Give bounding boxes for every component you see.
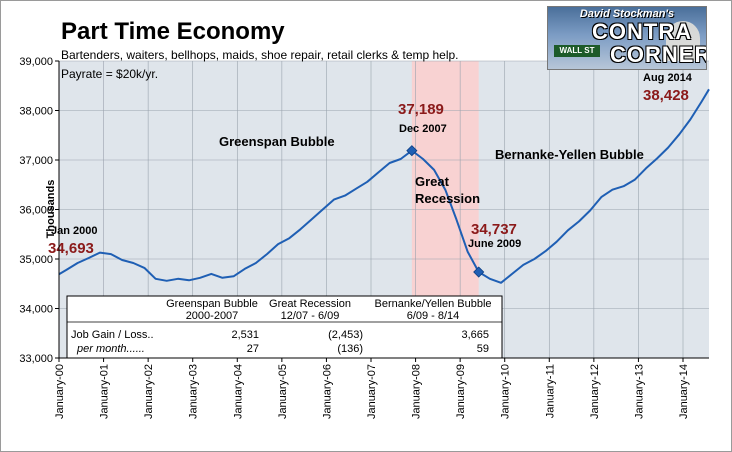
table-row2-col2: (136) [337,343,363,355]
marker-layer [406,145,485,278]
x-tick-label: January-10 [500,364,512,419]
x-tick-label: January-12 [589,364,601,419]
x-tick-label: January-05 [277,364,289,419]
x-tick-label: January-00 [54,364,66,419]
x-tick-label: January-09 [455,364,467,419]
y-tick-label: 39,000 [19,56,53,68]
annotation-peak-value: 37,189 [398,101,444,118]
annotation-start-date: Jan 2000 [51,225,97,237]
y-tick-layer: 33,000 34,000 35,000 36,000 37,000 38,000 39,0… [19,56,59,365]
table-row2-col1: 27 [247,343,259,355]
table-row1-col2: (2,453) [328,329,363,341]
annotation-peak-date: Dec 2007 [399,123,447,135]
table-col2-header-2: 12/07 - 6/09 [281,310,340,322]
table-col1-header-1: Greenspan Bubble [166,298,258,310]
annotation-start-value: 34,693 [48,240,94,257]
table-col3-header-1: Bernanke/Yellen Bubble [374,298,491,310]
wall-street-sign: WALL ST [554,45,600,57]
chart-title: Part Time Economy [61,18,285,45]
series-line-layer [58,88,710,284]
annotation-greenspan: Greenspan Bubble [219,134,335,149]
chart-subtitle-line-1: Bartenders, waiters, bellhops, maids, sh… [61,48,459,62]
x-tick-label: January-04 [232,364,244,419]
series-line [58,88,710,284]
summary-table: Greenspan Bubble 2000-2007 Great Recessi… [66,295,503,359]
logo-word-2: CORNER [610,42,707,67]
x-tick-label: January-13 [633,364,645,419]
table-col1-header-2: 2000-2007 [186,310,239,322]
table-col2-header-1: Great Recession [269,298,351,310]
x-tick-label: January-01 [99,364,111,419]
logo-top-text: David Stockman's [579,8,675,20]
chart-subtitle-line-2: Payrate = $20k/yr. [61,67,158,81]
table-row1-col3: 3,665 [461,329,489,341]
table-col3-header-2: 6/09 - 8/14 [407,310,460,322]
annotation-recession-1: Great [415,174,450,189]
x-tick-label: January-02 [143,364,155,419]
y-tick-label: 37,000 [19,155,53,167]
x-tick-label: January-06 [321,364,333,419]
logo-word-1: CONTRA [592,19,693,44]
y-tick-label: 33,000 [19,353,53,365]
x-tick-label: January-11 [544,364,556,418]
y-tick-label: 38,000 [19,106,53,118]
annotation-trough-value: 34,737 [471,221,517,238]
x-tick-layer: January-00 January-01 January-02 January-03… [54,358,690,419]
data-point-marker [473,266,485,278]
table-row2-col3: 59 [477,343,489,355]
y-tick-label: 35,000 [19,254,53,266]
y-axis-label: Thousands [45,180,57,239]
table-row1-label: Job Gain / Loss.. [71,329,154,341]
x-tick-label: January-07 [366,364,378,419]
annotation-trough-date: June 2009 [468,238,521,250]
summary-table-box [66,295,503,359]
table-row2-label: per month...... [76,343,145,355]
x-tick-label: January-14 [678,364,690,419]
annotation-end-value: 38,428 [643,87,689,104]
data-point-marker [406,145,418,157]
y-tick-label: 36,000 [19,205,53,217]
table-row1-col1: 2,531 [231,329,259,341]
capitol-dome-image [666,21,700,61]
contra-corner-logo: WALL ST David Stockman's CONTRA CORNER [547,6,707,70]
y-tick-label: 34,000 [19,304,53,316]
annotation-end-date: Aug 2014 [643,72,693,84]
x-tick-label: January-08 [411,364,423,419]
x-tick-label: January-03 [188,364,200,419]
annotation-bernanke: Bernanke-Yellen Bubble [495,147,644,162]
annotation-recession-2: Recession [415,191,480,206]
